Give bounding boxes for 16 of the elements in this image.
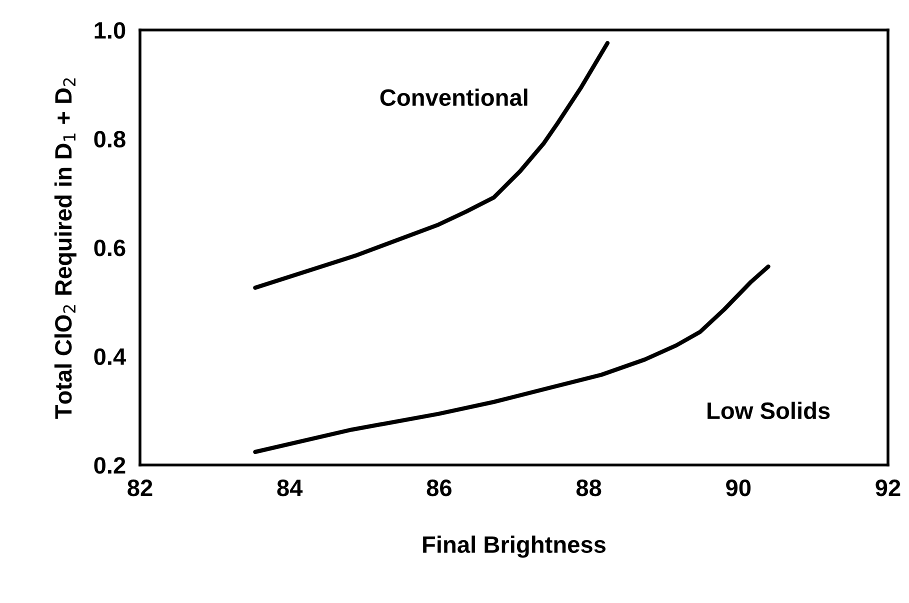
x-tick-label: 88 [576,480,602,496]
x-tick-label: 82 [128,480,152,496]
y-axis-title: Total ClO$_{2}$ Required in D$_{1}$ + D$_{2}$ [54,78,76,419]
y-tick-label: 0.2 [94,457,126,474]
y-tick-label: 0.4 [94,348,126,366]
y-tick-label: 0.8 [94,130,126,148]
x-axis-title: Final Brightness [423,536,606,558]
x-tick-label: 90 [726,480,751,496]
y-tick-label: 1.0 [94,22,126,39]
y-tick-label: 0.6 [94,240,126,256]
line-series [253,40,610,290]
x-tick-label: 86 [426,480,452,496]
text: Low Solids [708,402,830,420]
series-label: Conventional [380,88,528,106]
x-tick-label: 84 [277,480,303,496]
x-tick-label: 92 [876,480,900,496]
